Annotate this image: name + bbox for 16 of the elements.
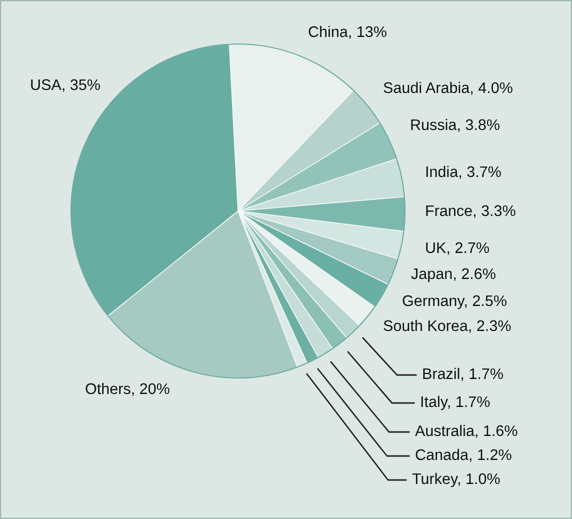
slice-label: USA, 35% <box>31 79 100 92</box>
slice-label: UK, 2.7% <box>426 242 489 255</box>
slice-label: Australia, 1.6% <box>415 424 518 438</box>
slice-label: Others, 20% <box>86 382 170 396</box>
slice-label: Brazil, 1.7% <box>423 368 503 381</box>
slice-label: Russia, 3.8% <box>411 118 500 132</box>
slice-label: Germany, 2.5% <box>402 295 506 310</box>
slice-label: South Korea, 2.3% <box>384 320 511 333</box>
slice-label: India, 3.7% <box>426 166 501 179</box>
slice-label: Canada, 1.2% <box>416 448 512 462</box>
slice-label: China, 13% <box>308 26 386 39</box>
slice-label: Japan, 2.6% <box>411 268 496 282</box>
slice-label: Turkey, 1.0% <box>412 472 500 488</box>
slice-label: France, 3.3% <box>426 205 516 218</box>
slice-label: Italy, 1.7% <box>421 396 490 410</box>
slice-label: Saudi Arabia, 4.0% <box>384 82 512 95</box>
